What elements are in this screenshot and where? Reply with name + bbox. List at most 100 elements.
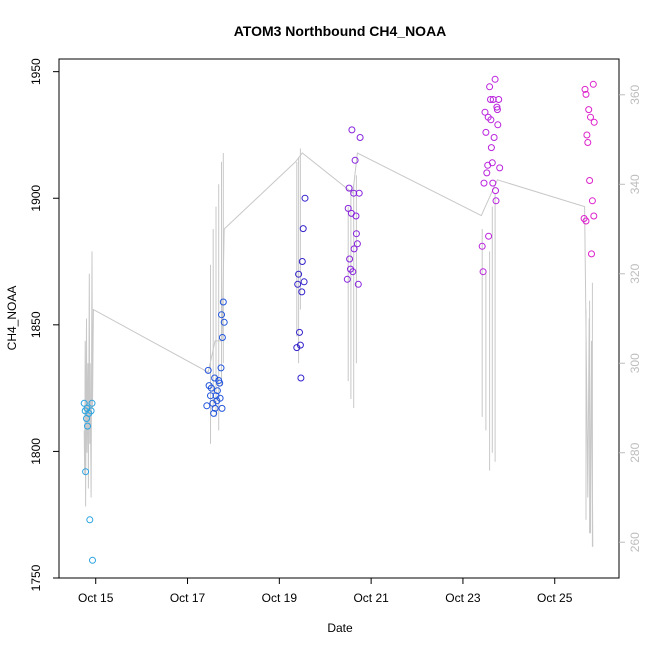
data-point bbox=[296, 328, 303, 336]
data-point bbox=[588, 250, 595, 258]
data-point bbox=[485, 232, 493, 240]
data-point bbox=[478, 242, 486, 250]
data-point bbox=[297, 374, 305, 382]
y-tick-label: 1800 bbox=[29, 438, 43, 465]
data-point bbox=[492, 187, 499, 195]
data-point bbox=[482, 128, 490, 136]
chart-title: ATOM3 Northbound CH4_NOAA bbox=[234, 23, 447, 39]
data-point bbox=[301, 194, 309, 202]
data-point bbox=[588, 197, 596, 205]
data-point bbox=[86, 516, 94, 524]
data-point bbox=[211, 404, 219, 412]
data-point bbox=[300, 278, 308, 286]
data-point bbox=[493, 103, 501, 111]
secondary-y-tick-label: 340 bbox=[628, 174, 642, 194]
y-tick-label: 1850 bbox=[29, 311, 43, 338]
x-tick-label: Oct 23 bbox=[445, 591, 481, 605]
x-tick-label: Oct 25 bbox=[537, 591, 573, 605]
data-point bbox=[584, 139, 592, 146]
data-point bbox=[88, 399, 96, 407]
data-point bbox=[486, 83, 494, 91]
data-point bbox=[350, 245, 358, 253]
data-point bbox=[583, 131, 591, 139]
data-point bbox=[353, 240, 361, 248]
data-point bbox=[488, 159, 496, 167]
scatter-point-layer bbox=[80, 75, 598, 564]
secondary-y-tick-label: 300 bbox=[628, 353, 642, 373]
secondary-y-tick-label: 280 bbox=[628, 442, 642, 462]
data-point bbox=[581, 85, 589, 93]
secondary-line-layer bbox=[83, 148, 594, 547]
data-point bbox=[217, 364, 225, 372]
data-point bbox=[80, 399, 88, 407]
data-point bbox=[493, 106, 501, 114]
data-point bbox=[218, 404, 226, 412]
data-point bbox=[590, 118, 598, 126]
x-tick-label: Oct 19 bbox=[262, 591, 298, 605]
data-point bbox=[585, 106, 593, 114]
data-point bbox=[345, 184, 353, 192]
x-tick-label: Oct 21 bbox=[353, 591, 389, 605]
data-point bbox=[210, 409, 218, 417]
data-point bbox=[479, 268, 487, 276]
data-point bbox=[207, 384, 215, 392]
data-point bbox=[299, 225, 307, 233]
data-point bbox=[496, 164, 504, 172]
data-point bbox=[87, 407, 95, 415]
data-point bbox=[354, 280, 362, 288]
x-axis-label: Date bbox=[327, 621, 353, 635]
data-point bbox=[487, 96, 494, 103]
y-tick-label: 1950 bbox=[29, 58, 43, 85]
data-point bbox=[298, 288, 306, 296]
secondary-y-tick-label: 260 bbox=[628, 532, 642, 552]
data-point bbox=[587, 113, 594, 121]
data-point bbox=[218, 311, 225, 319]
data-point bbox=[487, 116, 495, 124]
data-point bbox=[220, 318, 228, 326]
data-point bbox=[203, 402, 211, 410]
data-point bbox=[351, 156, 359, 164]
data-point bbox=[590, 212, 598, 220]
data-point bbox=[348, 126, 356, 134]
secondary-y-tick-label: 320 bbox=[628, 263, 642, 283]
data-point bbox=[216, 394, 224, 402]
data-point bbox=[352, 230, 360, 238]
data-point bbox=[213, 387, 221, 395]
data-point bbox=[495, 96, 503, 103]
data-point bbox=[295, 270, 303, 278]
data-point bbox=[343, 275, 351, 283]
data-point bbox=[219, 298, 227, 306]
data-point bbox=[216, 379, 224, 387]
data-point bbox=[204, 366, 212, 374]
data-point bbox=[492, 197, 500, 205]
data-point bbox=[344, 204, 352, 212]
data-point bbox=[481, 108, 489, 116]
data-point bbox=[490, 134, 498, 141]
y-tick-label: 1750 bbox=[29, 564, 43, 591]
data-point bbox=[582, 217, 590, 225]
data-point bbox=[352, 212, 360, 220]
axis-layer: 1750 1800 1850 1900 1950 260 280 300 320 340 360 Oc… bbox=[29, 58, 642, 605]
data-point bbox=[489, 179, 497, 187]
data-point bbox=[84, 422, 91, 430]
data-point bbox=[89, 556, 96, 564]
secondary-series-line bbox=[83, 152, 594, 547]
data-point bbox=[218, 334, 226, 341]
data-point bbox=[582, 90, 590, 98]
data-point bbox=[487, 144, 495, 152]
secondary-y-tick-label: 360 bbox=[628, 84, 642, 104]
y-tick-label: 1900 bbox=[29, 185, 43, 212]
data-point bbox=[296, 341, 304, 349]
data-point bbox=[586, 177, 594, 184]
data-point bbox=[356, 134, 364, 141]
data-point bbox=[346, 255, 354, 263]
data-point bbox=[483, 169, 491, 177]
data-point bbox=[494, 121, 502, 129]
data-point bbox=[349, 268, 357, 276]
data-point bbox=[82, 468, 90, 476]
data-point bbox=[355, 189, 363, 197]
x-tick-label: Oct 15 bbox=[78, 591, 114, 605]
data-point bbox=[491, 75, 499, 83]
data-point bbox=[294, 280, 302, 288]
